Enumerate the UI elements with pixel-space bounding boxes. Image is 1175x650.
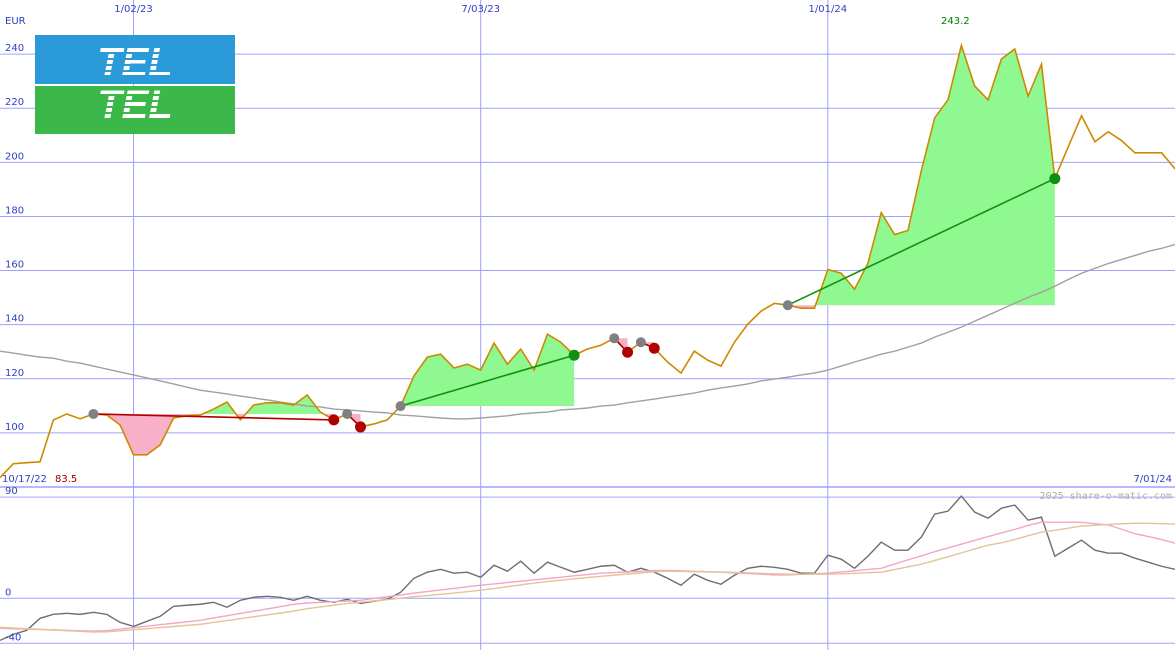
logo-stripe — [90, 112, 190, 114]
end-date-label: 7/01/24 — [1133, 474, 1172, 485]
trade-line — [93, 413, 334, 421]
logo-stripe — [90, 64, 190, 66]
series-line — [0, 42, 1175, 479]
trade-fill — [815, 45, 1055, 306]
logo-stripe — [90, 106, 190, 108]
logo: TEL TEL — [35, 35, 235, 134]
trade-fills — [93, 45, 1055, 455]
logo-stripe — [90, 40, 190, 42]
high-label: 243.2 — [941, 16, 970, 27]
logo-stripe — [90, 88, 190, 90]
y-tick-label: 180 — [5, 205, 24, 216]
series-line — [0, 495, 1175, 641]
entry-marker — [782, 300, 793, 311]
trade-line — [787, 177, 1056, 306]
labels: 100 120 140 160 180 200 220 240 1/02/23 7/03/23 1/… — [2, 4, 1172, 643]
logo-stripe — [90, 70, 190, 72]
entry-marker — [342, 408, 353, 419]
y-tick-label: 220 — [5, 97, 24, 108]
x-tick-label: 1/01/24 — [809, 4, 848, 15]
exit-marker — [648, 342, 660, 354]
trade-fill — [400, 334, 575, 407]
trade-line — [400, 354, 575, 407]
series-line — [0, 521, 1175, 632]
logo-stripe — [90, 76, 190, 78]
low-label: 83.5 — [55, 474, 77, 485]
y-tick-label: 160 — [5, 260, 24, 271]
y-tick-label: -40 — [5, 632, 21, 643]
y-tick-label: 100 — [5, 422, 24, 433]
exit-marker — [355, 421, 367, 433]
y-tick-label: 140 — [5, 314, 24, 325]
logo-stripe — [90, 118, 190, 120]
series-line — [0, 243, 1175, 420]
logo-stripe — [90, 46, 190, 48]
y-tick-label: 240 — [5, 43, 24, 54]
watermark: 2025 share-o-matic.com — [1040, 491, 1172, 502]
entry-marker — [395, 401, 406, 412]
exit-marker — [328, 414, 340, 426]
entry-marker — [609, 333, 620, 344]
start-date-label: 10/17/22 — [2, 474, 47, 485]
logo-stripe — [90, 94, 190, 96]
entry-marker — [88, 408, 99, 419]
lines — [0, 42, 1175, 641]
logo-stripes — [90, 40, 190, 132]
series-line — [0, 522, 1175, 633]
logo-stripe — [90, 100, 190, 102]
logo-stripe — [90, 82, 190, 84]
entry-marker — [635, 337, 646, 348]
y-tick-label: 200 — [5, 151, 24, 162]
trade-fill — [93, 413, 334, 455]
y-tick-label: 0 — [5, 587, 11, 598]
unit-label: EUR — [5, 16, 26, 27]
x-tick-label: 1/02/23 — [114, 4, 153, 15]
logo-stripe — [90, 124, 190, 126]
logo-stripe — [90, 52, 190, 54]
logo-stripe — [90, 58, 190, 60]
x-tick-label: 7/03/23 — [461, 4, 500, 15]
exit-marker — [622, 346, 634, 358]
trade-fill — [93, 395, 334, 414]
exit-marker — [568, 349, 580, 361]
y-tick-label: 120 — [5, 368, 24, 379]
exit-marker — [1049, 173, 1061, 185]
y-tick-label: 90 — [5, 486, 18, 497]
logo-stripe — [90, 130, 190, 132]
